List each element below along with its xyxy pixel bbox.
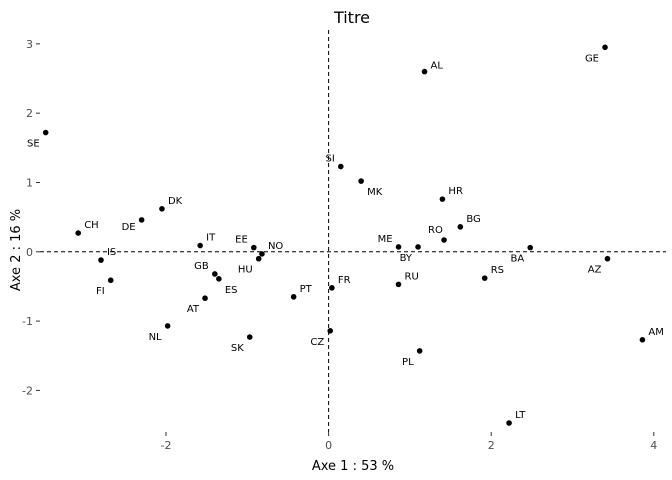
- data-point-pt: [290, 294, 297, 300]
- y-tick-label: 2: [26, 107, 33, 120]
- data-point-it: [197, 242, 203, 249]
- point-label-it: IT: [206, 233, 216, 244]
- point-label-no: NO: [268, 241, 283, 252]
- data-point-hr: [439, 196, 446, 202]
- data-point-ru: [395, 281, 402, 288]
- reference-lines: [40, 30, 666, 432]
- point-label-de: DE: [122, 222, 136, 233]
- point-label-az: AZ: [588, 265, 602, 276]
- point-label-hu: HU: [238, 265, 253, 276]
- data-point-lt: [506, 420, 512, 426]
- x-tick-label: 0: [325, 439, 332, 452]
- data-points: [42, 44, 646, 426]
- data-point-al: [421, 68, 428, 75]
- point-label-es: ES: [225, 285, 238, 296]
- data-point-me: [395, 244, 402, 250]
- data-point-am: [639, 337, 646, 343]
- point-label-fi: FI: [96, 286, 105, 297]
- y-tick-label: 0: [26, 246, 33, 259]
- data-point-is: [98, 257, 104, 263]
- data-point-ba: [527, 244, 534, 251]
- point-label-sk: SK: [231, 343, 244, 354]
- point-label-am: AM: [648, 327, 663, 338]
- point-label-se: SE: [27, 139, 40, 150]
- data-point-fr: [329, 285, 335, 291]
- point-label-rs: RS: [491, 265, 504, 276]
- point-label-ch: CH: [84, 220, 99, 231]
- data-point-by: [415, 244, 421, 250]
- y-tick-label: 1: [26, 176, 33, 189]
- data-point-pl: [416, 348, 423, 354]
- point-label-cz: CZ: [310, 337, 324, 348]
- data-point-gb: [211, 271, 218, 277]
- data-point-az: [604, 255, 611, 262]
- point-label-bg: BG: [466, 214, 480, 225]
- x-tick-label: 2: [488, 439, 495, 452]
- point-label-hr: HR: [448, 186, 463, 197]
- data-point-se: [42, 129, 49, 136]
- y-tick-label: 3: [26, 38, 33, 51]
- point-label-is: IS: [107, 247, 116, 258]
- data-point-fi: [107, 277, 114, 284]
- point-label-gb: GB: [194, 261, 209, 272]
- point-labels: GE AL SE SI MK HR DK DE BG CH RO IT EE ME BY BA NO HU IS AZ…: [27, 53, 664, 421]
- data-point-at: [202, 295, 208, 302]
- data-point-cz: [327, 328, 334, 334]
- data-point-no: [259, 251, 265, 257]
- data-point-rs: [481, 275, 488, 281]
- data-point-dk: [159, 206, 165, 212]
- x-tick-label: 4: [650, 439, 657, 452]
- y-tick-label: -2: [22, 384, 33, 397]
- data-point-de: [138, 217, 145, 223]
- data-point-ge: [602, 44, 608, 51]
- point-label-fr: FR: [338, 275, 351, 286]
- point-label-ba: BA: [511, 254, 525, 265]
- y-tick-label: -1: [22, 315, 33, 328]
- data-point-bg: [457, 224, 464, 230]
- x-axis-label: Axe 1 : 53 %: [312, 459, 394, 474]
- point-label-mk: MK: [367, 187, 383, 198]
- data-point-ee: [251, 244, 257, 251]
- point-label-by: BY: [400, 253, 413, 264]
- data-point-hu: [255, 255, 262, 262]
- point-label-ee: EE: [235, 235, 248, 246]
- data-point-ch: [75, 230, 82, 236]
- data-point-ro: [441, 237, 447, 243]
- data-point-nl: [164, 323, 171, 329]
- point-label-al: AL: [431, 61, 444, 72]
- axes: -2 0 2 4 -2 -1 0 1 2 3: [22, 38, 657, 452]
- data-point-mk: [358, 178, 364, 184]
- data-point-sk: [246, 334, 253, 340]
- y-axis-label: Axe 2 : 16 %: [9, 209, 24, 291]
- data-point-es: [216, 276, 222, 282]
- point-label-lt: LT: [515, 410, 526, 421]
- point-label-at: AT: [187, 304, 200, 315]
- point-label-ge: GE: [585, 53, 599, 64]
- x-tick-label: -2: [161, 439, 172, 452]
- point-label-ru: RU: [405, 271, 419, 282]
- data-point-si: [338, 163, 344, 170]
- point-label-me: ME: [378, 234, 393, 245]
- chart-title: Titre: [333, 8, 370, 27]
- point-label-ro: RO: [428, 225, 443, 236]
- point-label-pt: PT: [300, 284, 313, 295]
- point-label-si: SI: [326, 154, 335, 165]
- point-label-nl: NL: [149, 332, 162, 343]
- point-label-pl: PL: [402, 357, 414, 368]
- point-label-dk: DK: [168, 196, 183, 207]
